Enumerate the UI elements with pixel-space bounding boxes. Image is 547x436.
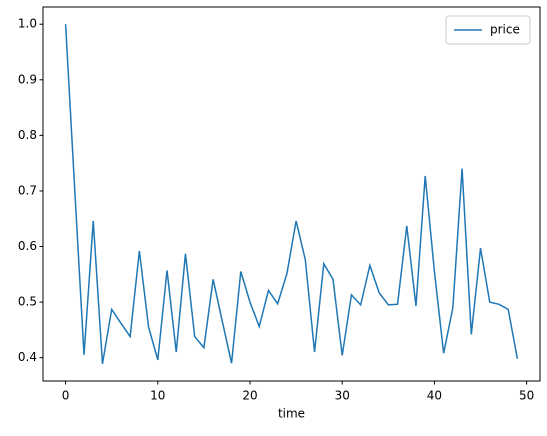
y-tick-label: 0.6: [18, 239, 37, 253]
y-tick-label: 0.7: [18, 183, 37, 197]
x-axis-label: time: [278, 407, 305, 421]
y-tick-label: 0.5: [18, 295, 37, 309]
x-tick-label: 40: [427, 389, 442, 403]
x-tick-label: 20: [242, 389, 257, 403]
y-tick-label: 0.4: [18, 350, 37, 364]
legend-label: price: [490, 23, 520, 37]
x-tick-label: 30: [335, 389, 350, 403]
x-tick-label: 50: [519, 389, 534, 403]
y-tick-label: 0.9: [18, 72, 37, 86]
x-tick-label: 10: [150, 389, 165, 403]
axes-frame: [42, 6, 541, 382]
line: [64, 24, 519, 364]
legend-box: [445, 15, 531, 45]
y-tick-label: 1.0: [18, 17, 37, 31]
x-tick-label: 0: [62, 389, 70, 403]
y-tick-label: 0.8: [18, 128, 37, 142]
